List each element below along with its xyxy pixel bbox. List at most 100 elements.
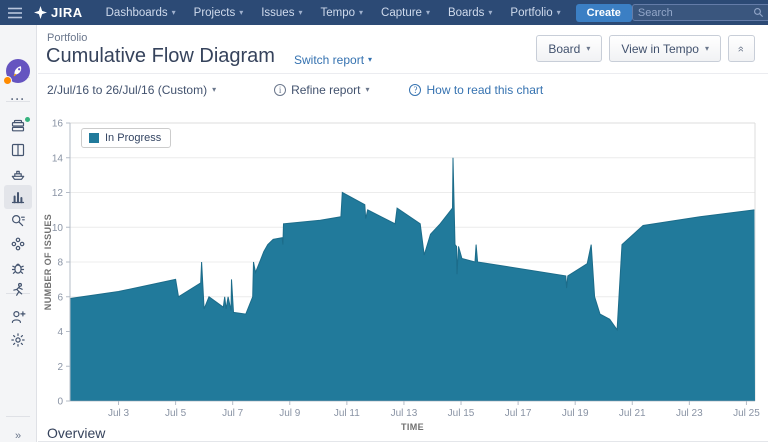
sidebar-item-project-avatar[interactable] [3, 59, 32, 85]
switch-report-link[interactable]: Switch report ▾ [294, 53, 372, 67]
chevron-down-icon: ▾ [368, 55, 373, 64]
refine-report-label: Refine report [291, 83, 361, 97]
svg-text:16: 16 [52, 119, 64, 130]
chevron-down-icon: ▾ [171, 7, 176, 17]
chart-legend[interactable]: In Progress [81, 128, 172, 148]
report-header: Portfolio Cumulative Flow Diagram Switch… [38, 25, 768, 74]
top-navigation-bar: JIRA Dashboards ▾ Projects ▾ Issues ▾ Tempo ▾ Ca… [0, 0, 768, 25]
ship-icon [11, 170, 25, 180]
sidebar-item-components[interactable] [4, 232, 32, 256]
sidebar-item-expand-sidebar[interactable]: » [4, 424, 32, 442]
main-content: Portfolio Cumulative Flow Diagram Switch… [38, 25, 768, 442]
sidebar-item-bug[interactable] [4, 256, 32, 280]
sidebar-item-board[interactable] [4, 138, 32, 162]
double-chevron-up-icon: » [735, 45, 748, 52]
svg-text:NUMBER OF ISSUES: NUMBER OF ISSUES [43, 214, 53, 310]
sidebar-item-project-settings[interactable] [4, 328, 32, 352]
svg-text:0: 0 [57, 397, 63, 408]
magnifier-lines-icon [11, 214, 25, 227]
nav-item-portfolio[interactable]: Portfolio ▾ [510, 6, 561, 19]
app-switcher-icon[interactable] [8, 5, 22, 21]
sidebar-divider [6, 416, 30, 417]
nav-item-issues[interactable]: Issues ▾ [261, 6, 303, 19]
svg-text:Jul 13: Jul 13 [391, 408, 418, 419]
svg-text:10: 10 [52, 223, 64, 234]
nav-item-dashboards[interactable]: Dashboards ▾ [105, 6, 176, 19]
legend-label: In Progress [105, 132, 162, 144]
add-user-icon [11, 310, 26, 323]
backlog-icon [11, 119, 25, 132]
sidebar-item-add-user[interactable] [4, 305, 32, 329]
chevron-down-icon: ▾ [556, 7, 561, 17]
svg-text:12: 12 [52, 188, 64, 199]
view-in-tempo-button[interactable]: View in Tempo ▾ [609, 35, 721, 62]
cumulative-flow-chart: 0 2 4 6 8 10 12 14 16 Jul 3 Jul 5 Jul 7 Jul 9 Jul 11 J… [43, 119, 760, 433]
chevron-down-icon: ▾ [425, 7, 430, 17]
page-title: Cumulative Flow Diagram [46, 45, 275, 67]
jira-logo-icon [34, 6, 47, 19]
switch-report-label: Switch report [294, 53, 365, 67]
svg-text:Jul 23: Jul 23 [676, 408, 703, 419]
rocket-icon [3, 59, 30, 85]
gear-icon [11, 333, 25, 347]
legend-swatch-in-progress [89, 133, 99, 143]
svg-text:4: 4 [57, 327, 63, 338]
sidebar-item-releases[interactable] [4, 162, 32, 186]
chevron-down-icon: ▾ [704, 43, 709, 53]
components-icon [11, 237, 25, 251]
breadcrumb: Portfolio [47, 32, 88, 44]
chevron-down-icon: ▾ [212, 85, 217, 94]
nav-item-boards[interactable]: Boards ▾ [447, 6, 493, 19]
create-button[interactable]: Create [575, 3, 632, 22]
info-icon: i [274, 84, 287, 96]
chevron-down-icon: ▾ [365, 85, 370, 94]
sidebar-item-more[interactable]: ··· [4, 87, 32, 111]
how-to-read-label: How to read this chart [426, 83, 544, 97]
svg-text:Jul 7: Jul 7 [222, 408, 244, 419]
nav-item-projects[interactable]: Projects ▾ [193, 6, 244, 19]
how-to-read-link[interactable]: ? How to read this chart [409, 83, 543, 97]
sidebar-item-backlog[interactable] [4, 114, 32, 138]
svg-text:Jul 5: Jul 5 [165, 408, 187, 419]
svg-text:Jul 15: Jul 15 [448, 408, 475, 419]
nav-item-tempo[interactable]: Tempo ▾ [320, 6, 364, 19]
status-badge [3, 76, 12, 85]
refine-report-dropdown[interactable]: i Refine report ▾ [274, 83, 369, 97]
sidebar-item-sprint[interactable] [4, 278, 32, 302]
search-box[interactable] [631, 4, 768, 21]
jira-logo-text: JIRA [51, 5, 83, 20]
project-sidebar: ··· » [0, 25, 37, 442]
runner-icon [13, 282, 23, 296]
board-button[interactable]: Board ▾ [536, 35, 603, 62]
double-chevron-right-icon: » [14, 430, 22, 442]
search-input[interactable] [637, 6, 753, 19]
question-icon: ? [409, 84, 422, 96]
sidebar-item-issues-search[interactable] [4, 209, 32, 233]
date-range-label: 2/Jul/16 to 26/Jul/16 (Custom) [47, 83, 208, 97]
sidebar-divider [6, 101, 30, 102]
notification-dot [25, 117, 30, 122]
chevron-down-icon: ▾ [298, 7, 303, 17]
svg-text:Jul 21: Jul 21 [619, 408, 646, 419]
svg-text:Jul 25: Jul 25 [733, 408, 760, 419]
svg-text:TIME: TIME [401, 422, 424, 432]
nav-item-capture[interactable]: Capture ▾ [381, 6, 430, 19]
svg-text:Jul 3: Jul 3 [108, 408, 130, 419]
collapse-header-button[interactable]: » [728, 35, 755, 62]
svg-text:6: 6 [57, 292, 63, 303]
svg-text:Jul 9: Jul 9 [279, 408, 301, 419]
chevron-down-icon: ▾ [359, 7, 364, 17]
chevron-down-icon: ▾ [586, 43, 591, 53]
svg-text:Jul 17: Jul 17 [505, 408, 532, 419]
svg-text:Jul 19: Jul 19 [562, 408, 589, 419]
chevron-down-icon: ▾ [239, 7, 244, 17]
board-button-label: Board [548, 41, 581, 56]
report-controls: 2/Jul/16 to 26/Jul/16 (Custom) ▾ i Refin… [47, 83, 543, 97]
header-actions: Board ▾ View in Tempo ▾ » [536, 35, 755, 62]
chevron-down-icon: ▾ [488, 7, 493, 17]
sidebar-item-reports[interactable] [4, 185, 32, 209]
search-icon [753, 8, 763, 18]
date-range-dropdown[interactable]: 2/Jul/16 to 26/Jul/16 (Custom) ▾ [47, 83, 216, 97]
jira-logo[interactable]: JIRA [34, 5, 83, 20]
